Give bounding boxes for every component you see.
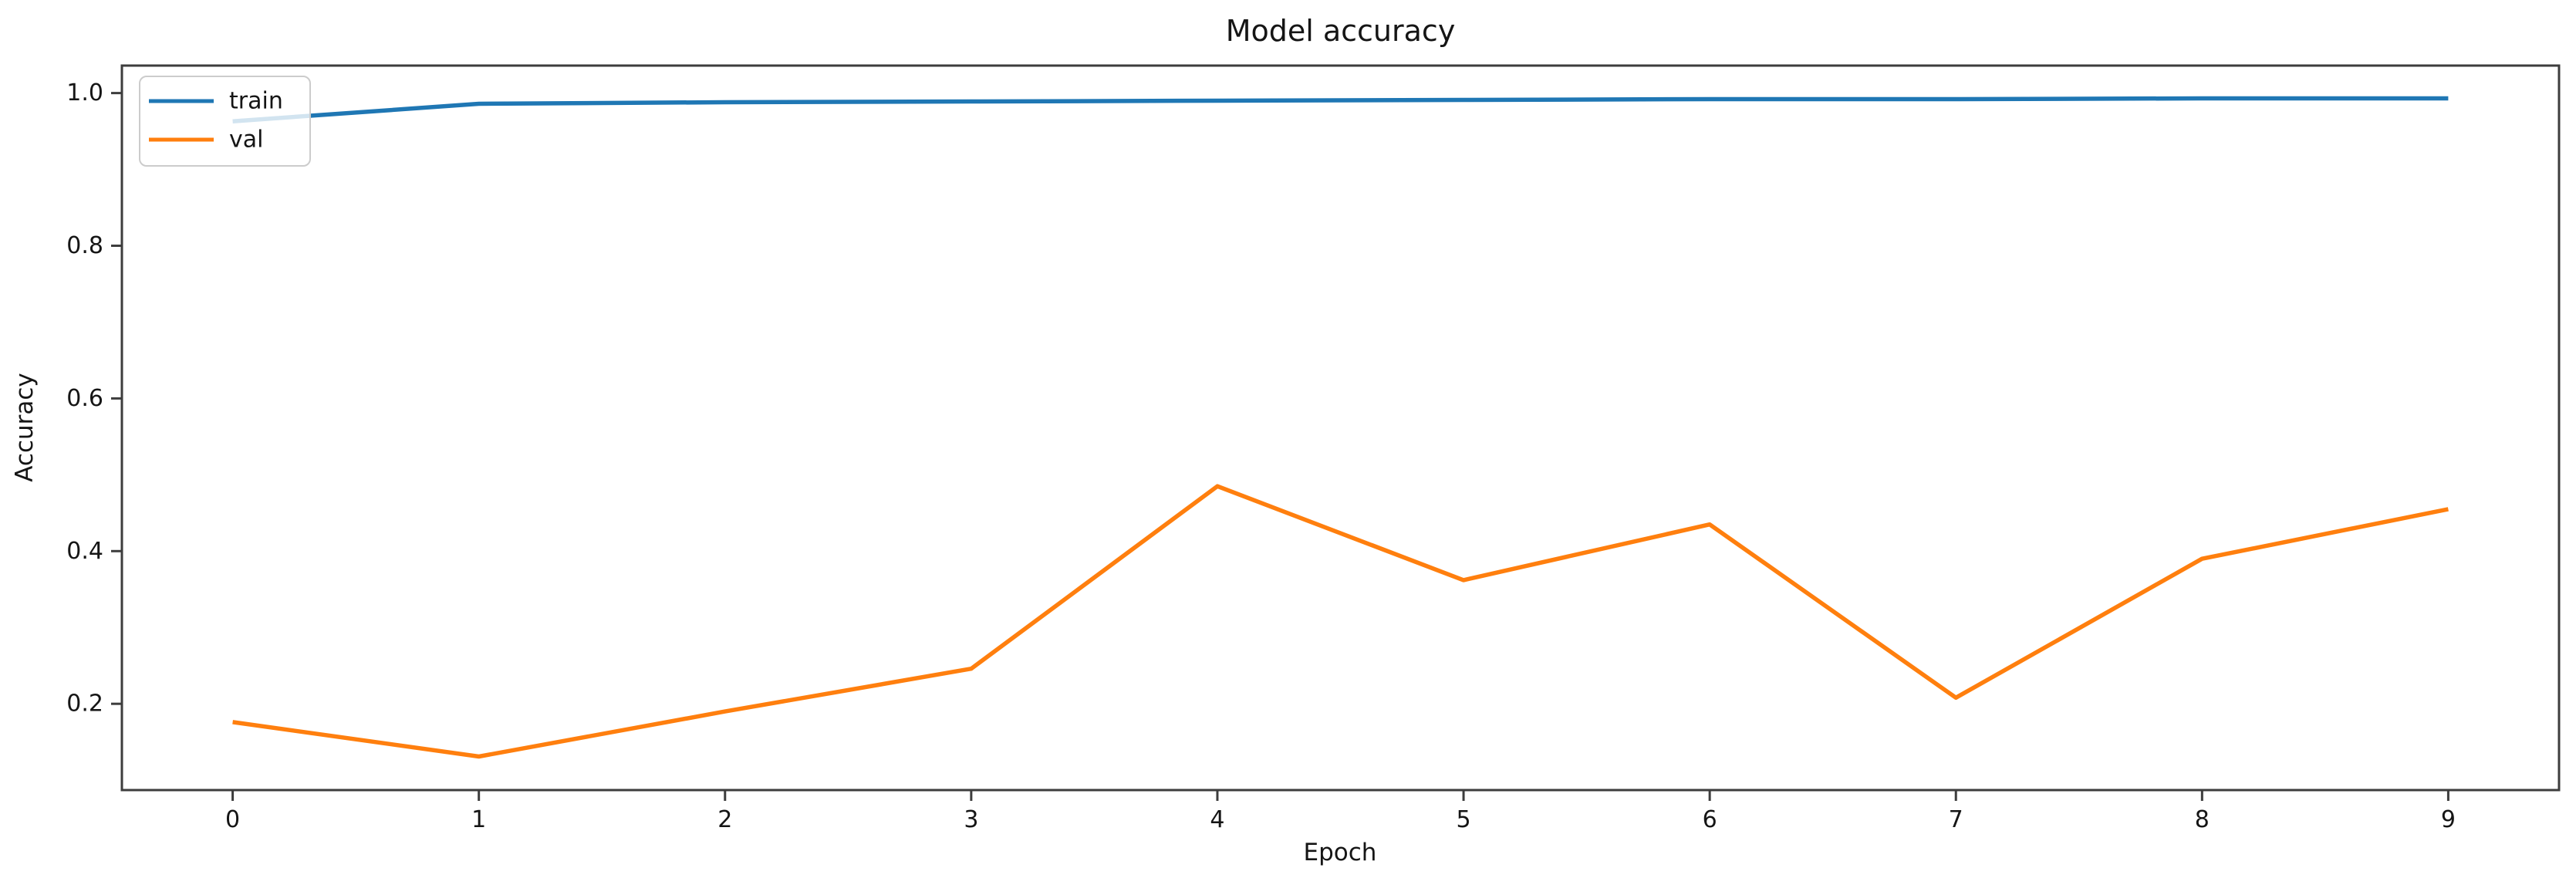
series-lines: [232, 96, 2449, 759]
x-tick-label: 7: [1949, 806, 1963, 833]
x-tick-label: 2: [717, 806, 732, 833]
x-tick-label: 4: [1210, 806, 1224, 833]
y-axis-ticks: 0.2 0.4 0.6 0.8 1.0: [66, 79, 122, 718]
axes-spines: [120, 64, 2561, 792]
y-tick-label: 0.8: [66, 232, 103, 259]
y-tick-label: 0.2: [66, 691, 103, 718]
x-tick-label: 8: [2195, 806, 2210, 833]
val-line: [232, 484, 2449, 759]
legend-val-label: val: [229, 127, 263, 154]
chart-title: Model accuracy: [1225, 14, 1456, 48]
y-axis-label: Accuracy: [11, 373, 39, 482]
y-tick-label: 0.6: [66, 385, 103, 412]
x-tick-label: 5: [1456, 806, 1470, 833]
x-tick-label: 9: [2441, 806, 2456, 833]
legend: train val: [139, 76, 311, 167]
x-tick-label: 1: [471, 806, 486, 833]
x-axis-label: Epoch: [1303, 839, 1377, 866]
legend-box: [139, 76, 311, 167]
y-tick-label: 0.4: [66, 538, 103, 565]
legend-train-label: train: [229, 88, 283, 115]
train-line: [232, 96, 2449, 123]
x-axis-ticks: 0 1 2 3 4 5 6 7 8 9: [225, 790, 2456, 833]
x-tick-label: 0: [225, 806, 240, 833]
x-tick-label: 6: [1703, 806, 1717, 833]
x-tick-label: 3: [964, 806, 978, 833]
y-tick-label: 1.0: [66, 79, 103, 106]
